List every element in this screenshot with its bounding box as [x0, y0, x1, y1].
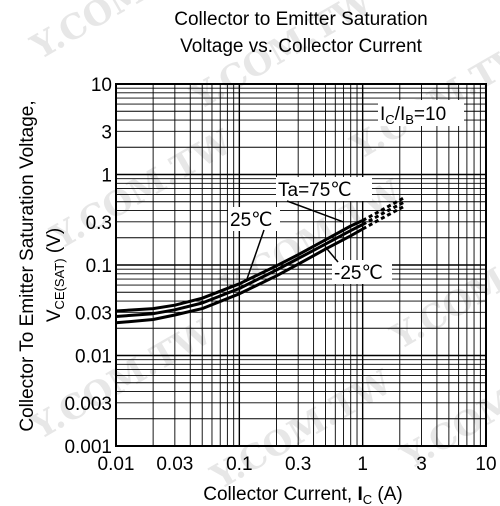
y-tick-label: 0.1: [86, 256, 112, 277]
y-tick-label: 3: [101, 122, 112, 143]
series-label-m25-bg: [332, 260, 392, 284]
label-leaders: [245, 200, 344, 283]
series-label-75-bg: [276, 177, 372, 201]
x-tick-label: 1: [357, 454, 368, 475]
x-tick-label: 0.03: [156, 454, 193, 475]
x-tick-label: 0.01: [98, 454, 135, 475]
x-tick-label: 3: [416, 454, 427, 475]
y-tick-label: 0.003: [64, 394, 112, 415]
series-line-75c-extrapolated: [361, 195, 406, 222]
leader-m25c: [324, 246, 339, 263]
condition-bg: [378, 100, 464, 126]
y-tick-label: 10: [91, 75, 112, 96]
x-tick-label: 0.3: [285, 454, 311, 475]
y-tick-label: 0.3: [86, 213, 112, 234]
x-tick-labels: 0.01 0.03 0.1 0.3 1 3 10: [98, 454, 497, 475]
series-label-25-bg: [228, 207, 280, 231]
chart-title-line1: Collector to Emitter Saturation: [174, 9, 427, 30]
y-tick-label: 0.001: [64, 437, 112, 458]
series-line-75c: [115, 219, 364, 313]
series-label-75: Ta=75℃: [278, 180, 352, 201]
plot-frame: [115, 83, 487, 447]
x-axis-title: Collector Current, IC (A): [203, 484, 402, 506]
curves: [115, 195, 406, 325]
series-line-25c: [115, 223, 364, 318]
watermark-text: Y.COM.TW: [384, 222, 500, 358]
leader-25c: [245, 229, 265, 283]
leader-75c: [286, 200, 344, 223]
y-tick-label: 0.01: [75, 347, 112, 368]
condition-label: IC/IB=10: [380, 104, 446, 127]
y-axis-title-line2: VCE(SAT) (V): [44, 228, 67, 322]
x-tick-label: 0.1: [226, 454, 252, 475]
grid: [116, 84, 486, 446]
series-label-25: 25℃: [230, 210, 272, 231]
chart-title-line2: Voltage vs. Collector Current: [180, 36, 423, 57]
y-tick-labels: 0.001 0.003 0.01 0.03 0.1 0.3 1 3 10: [64, 75, 112, 458]
y-tick-label: 1: [101, 166, 112, 187]
series-line-25c-extrapolated: [361, 200, 406, 226]
y-axis-title-line1: Collector To Emitter Saturation Voltage,: [17, 100, 38, 431]
x-tick-label: 10: [475, 454, 496, 475]
series-line-minus25c-extrapolated: [361, 204, 406, 231]
series-line-minus25c: [115, 227, 364, 325]
series-label-m25: -25℃: [334, 263, 383, 284]
y-tick-label: 0.03: [75, 303, 112, 324]
